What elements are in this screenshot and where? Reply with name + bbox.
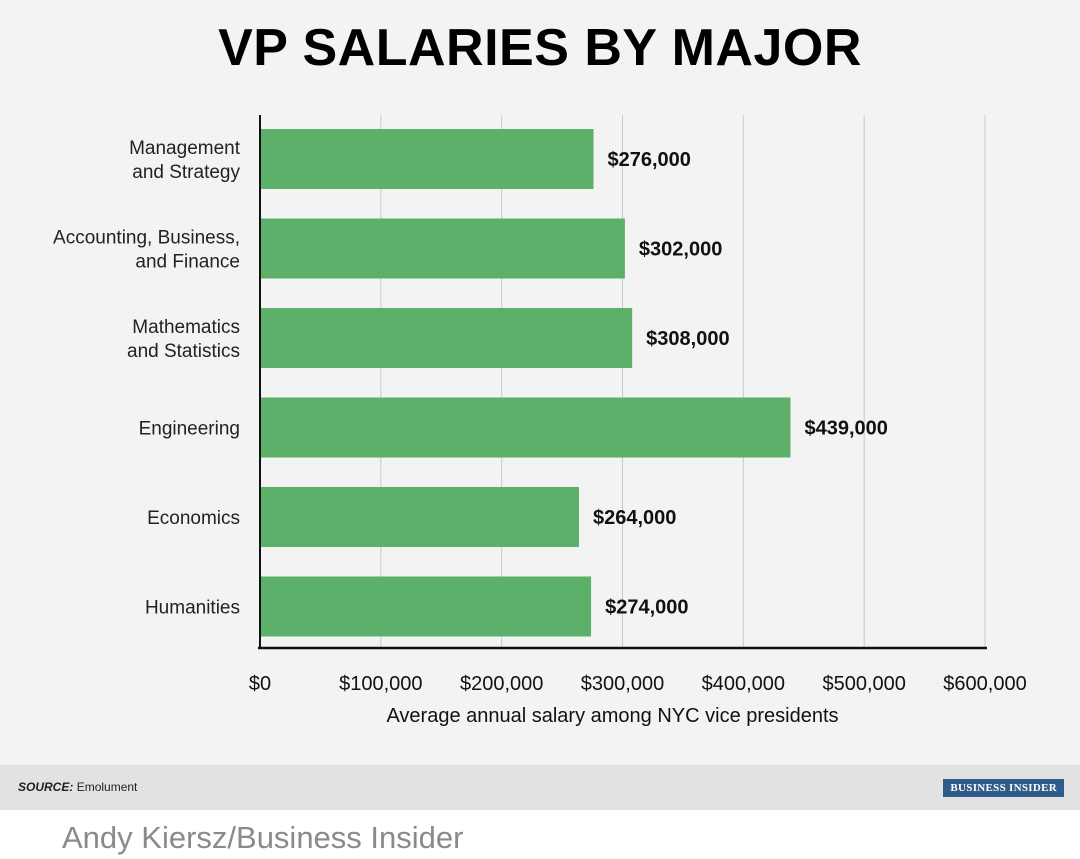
category-label: Accounting, Business, and Finance xyxy=(53,228,240,273)
x-tick-label: $0 xyxy=(249,673,271,695)
photo-credit: Andy Kiersz/Business Insider xyxy=(62,820,464,855)
bars xyxy=(260,129,791,637)
source-label: SOURCE: xyxy=(18,780,74,794)
x-tick-label: $500,000 xyxy=(822,673,905,695)
bar-chart: Management and Strategy Accounting, Busine… xyxy=(53,115,1027,727)
bar xyxy=(260,129,594,189)
x-tick-label: $600,000 xyxy=(943,673,1026,695)
bar xyxy=(260,487,579,547)
source-text: Emolument xyxy=(76,780,138,794)
category-label: Engineering xyxy=(139,419,240,440)
value-labels: $276,000 $302,000 $308,000 $439,000 $264,000… xyxy=(593,149,888,619)
bar xyxy=(260,308,633,368)
source-bar: SOURCE: Emolument BUSINESS INSIDER xyxy=(0,765,1080,810)
x-tick-label: $300,000 xyxy=(581,673,664,695)
bar xyxy=(260,218,625,279)
category-label: Management and Strategy xyxy=(129,138,241,183)
business-insider-logo: BUSINESS INSIDER xyxy=(943,779,1064,797)
source-note: SOURCE: Emolument xyxy=(18,780,137,794)
bar xyxy=(260,576,592,637)
category-label: Economics xyxy=(147,508,240,529)
value-label: $439,000 xyxy=(804,418,887,440)
value-label: $276,000 xyxy=(608,149,691,171)
grid-lines xyxy=(380,115,986,648)
x-tick-label: $100,000 xyxy=(339,673,422,695)
value-label: $308,000 xyxy=(646,328,729,350)
value-label: $274,000 xyxy=(605,597,688,619)
chart-title: VP SALARIES BY MAJOR xyxy=(218,19,862,77)
value-label: $302,000 xyxy=(639,239,722,261)
x-axis-label: Average annual salary among NYC vice pre… xyxy=(386,705,838,727)
category-label: Mathematics and Statistics xyxy=(127,317,240,362)
chart-panel xyxy=(0,0,1080,765)
category-label: Humanities xyxy=(145,598,240,619)
category-labels: Management and Strategy Accounting, Busine… xyxy=(53,138,241,619)
x-tick-labels: $0 $100,000 $200,000 $300,000 $400,000 $500,0… xyxy=(249,673,1027,695)
x-tick-label: $400,000 xyxy=(702,673,785,695)
bar xyxy=(260,397,791,458)
x-axis xyxy=(258,115,987,650)
value-label: $264,000 xyxy=(593,507,676,529)
x-tick-label: $200,000 xyxy=(460,673,543,695)
